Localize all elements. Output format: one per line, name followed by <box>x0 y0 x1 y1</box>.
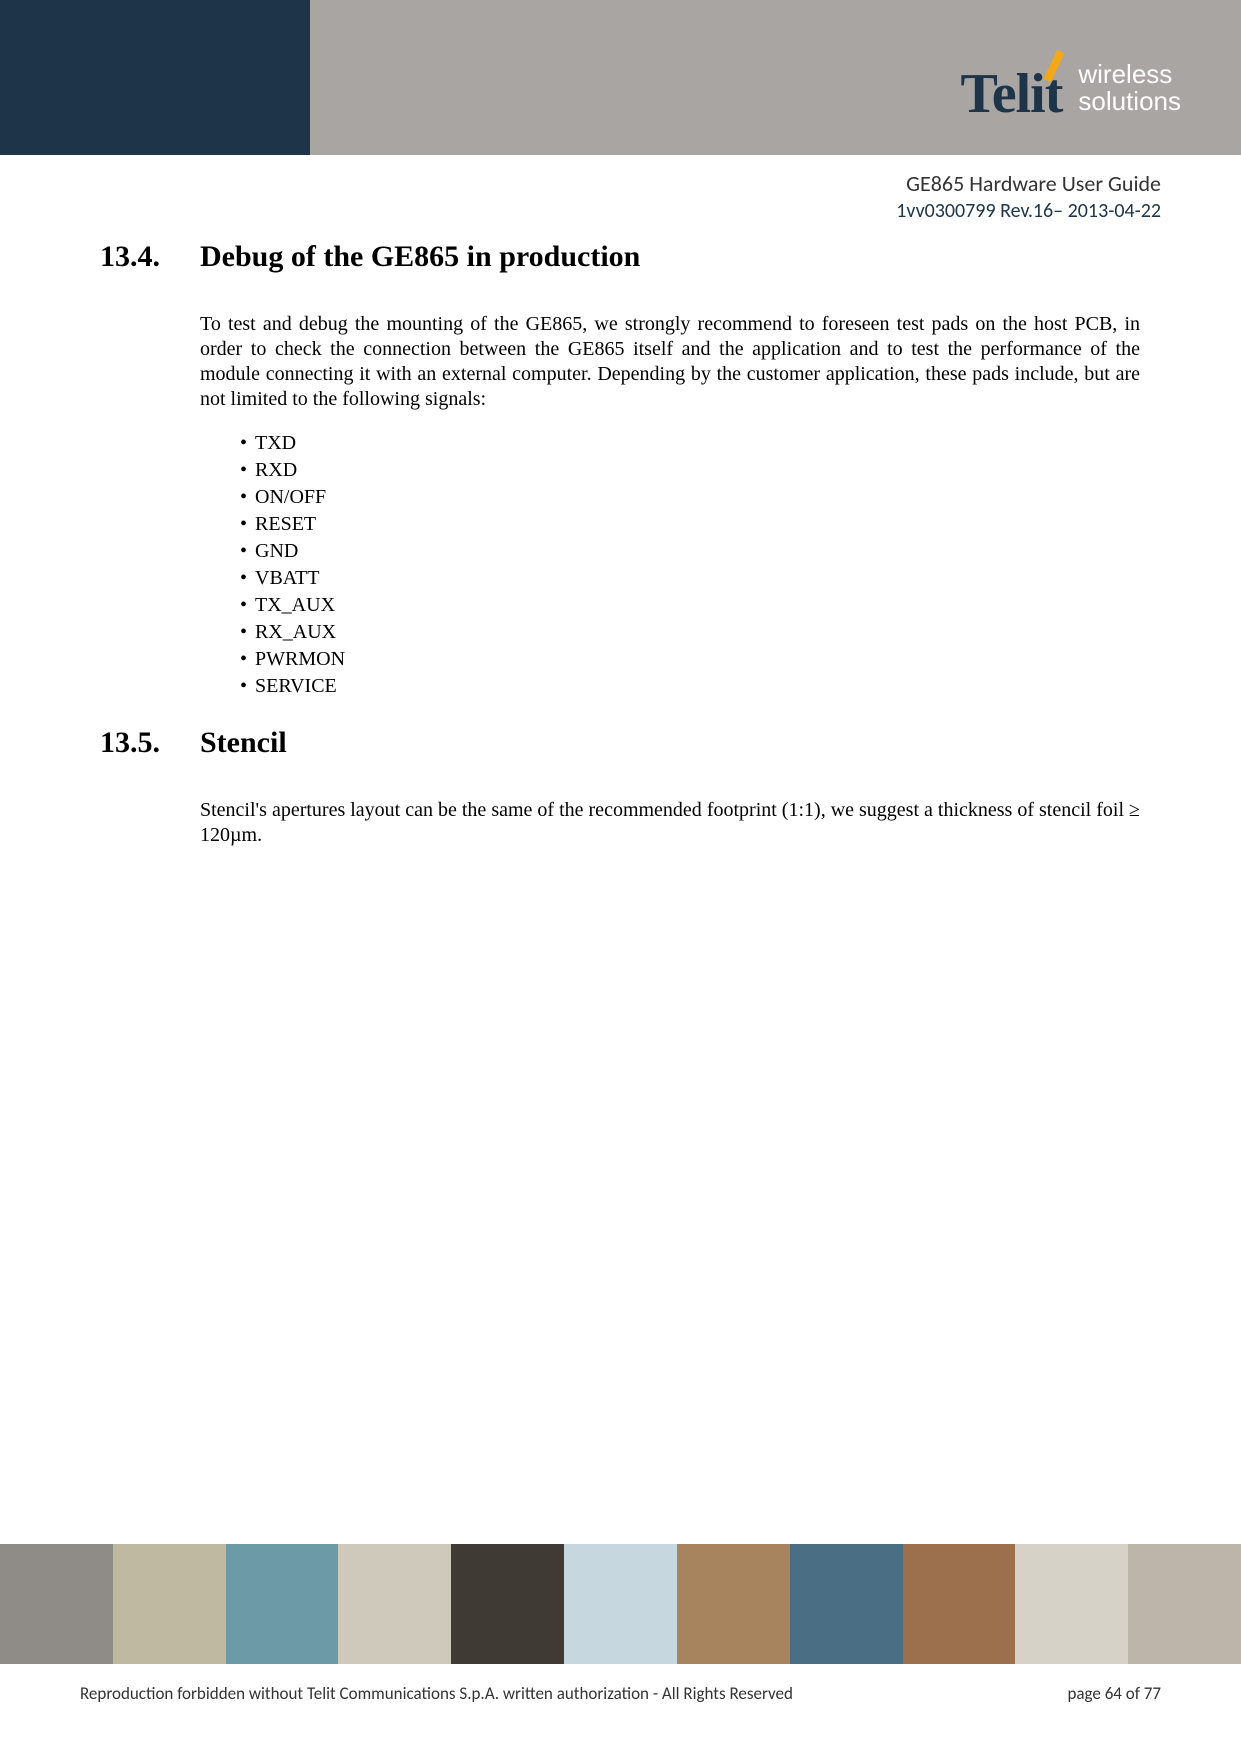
brand-logo: Telit wireless solutions <box>961 50 1181 126</box>
footer-text: Reproduction forbidden without Telit Com… <box>0 1683 1241 1704</box>
strip-cell <box>677 1544 790 1664</box>
signal-list: TXD RXD ON/OFF RESET GND VBATT TX_AUX RX… <box>240 430 1140 700</box>
document-title: GE865 Hardware User Guide <box>896 170 1161 197</box>
signal-item: ON/OFF <box>240 484 1140 511</box>
document-meta: GE865 Hardware User Guide 1vv0300799 Rev… <box>896 170 1161 223</box>
strip-cell <box>0 1544 113 1664</box>
footer-image-strip <box>0 1544 1241 1664</box>
strip-cell <box>903 1544 1016 1664</box>
header-banner: Telit wireless solutions <box>0 0 1241 155</box>
section-paragraph: To test and debug the mounting of the GE… <box>200 312 1140 412</box>
page-content: 13.4. Debug of the GE865 in production T… <box>200 240 1140 874</box>
header-dark-band <box>0 0 310 155</box>
section-title: Debug of the GE865 in production <box>200 240 640 274</box>
section-13-4: 13.4. Debug of the GE865 in production T… <box>200 240 1140 700</box>
section-number: 13.4. <box>100 240 200 274</box>
brand-sub-line1: wireless <box>1078 61 1181 88</box>
strip-cell <box>113 1544 226 1664</box>
signal-item: GND <box>240 538 1140 565</box>
footer-page: page 64 of 77 <box>1067 1683 1161 1704</box>
section-title: Stencil <box>200 726 287 760</box>
document-revision: 1vv0300799 Rev.16– 2013-04-22 <box>896 199 1161 223</box>
section-13-5: 13.5. Stencil Stencil's apertures layout… <box>200 726 1140 848</box>
signal-item: PWRMON <box>240 646 1140 673</box>
signal-item: RXD <box>240 457 1140 484</box>
signal-item: TXD <box>240 430 1140 457</box>
signal-item: SERVICE <box>240 673 1140 700</box>
brand-mark: Telit <box>961 50 1059 126</box>
signal-item: TX_AUX <box>240 592 1140 619</box>
section-number: 13.5. <box>100 726 200 760</box>
signal-item: RESET <box>240 511 1140 538</box>
strip-cell <box>1128 1544 1241 1664</box>
strip-cell <box>1015 1544 1128 1664</box>
section-heading: 13.4. Debug of the GE865 in production <box>200 240 1140 274</box>
strip-cell <box>451 1544 564 1664</box>
header-gray-band: Telit wireless solutions <box>310 0 1241 155</box>
signal-item: VBATT <box>240 565 1140 592</box>
section-paragraph: Stencil's apertures layout can be the sa… <box>200 798 1140 848</box>
strip-cell <box>338 1544 451 1664</box>
strip-cell <box>564 1544 677 1664</box>
brand-sub-line2: solutions <box>1078 88 1181 115</box>
section-heading: 13.5. Stencil <box>200 726 1140 760</box>
strip-cell <box>226 1544 339 1664</box>
footer-legal: Reproduction forbidden without Telit Com… <box>80 1683 793 1704</box>
signal-item: RX_AUX <box>240 619 1140 646</box>
strip-cell <box>790 1544 903 1664</box>
brand-subtitle: wireless solutions <box>1078 61 1181 116</box>
